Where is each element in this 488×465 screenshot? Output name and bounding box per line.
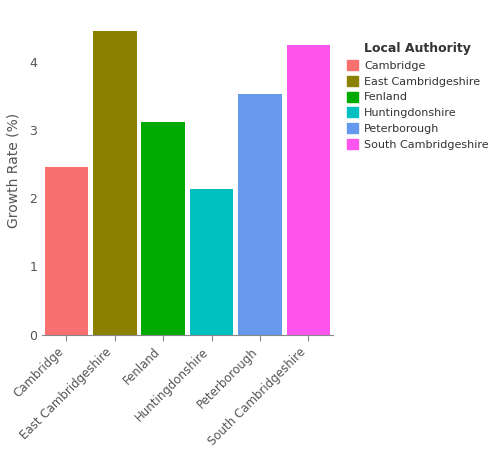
Bar <box>141 122 184 335</box>
Bar <box>238 94 281 335</box>
Bar <box>44 167 88 335</box>
Bar <box>286 45 329 335</box>
Bar <box>93 31 136 335</box>
Legend: Cambridge, East Cambridgeshire, Fenland, Huntingdonshire, Peterborough, South Ca: Cambridge, East Cambridgeshire, Fenland,… <box>343 39 488 153</box>
Y-axis label: Growth Rate (%): Growth Rate (%) <box>7 113 21 228</box>
Bar <box>189 189 233 335</box>
